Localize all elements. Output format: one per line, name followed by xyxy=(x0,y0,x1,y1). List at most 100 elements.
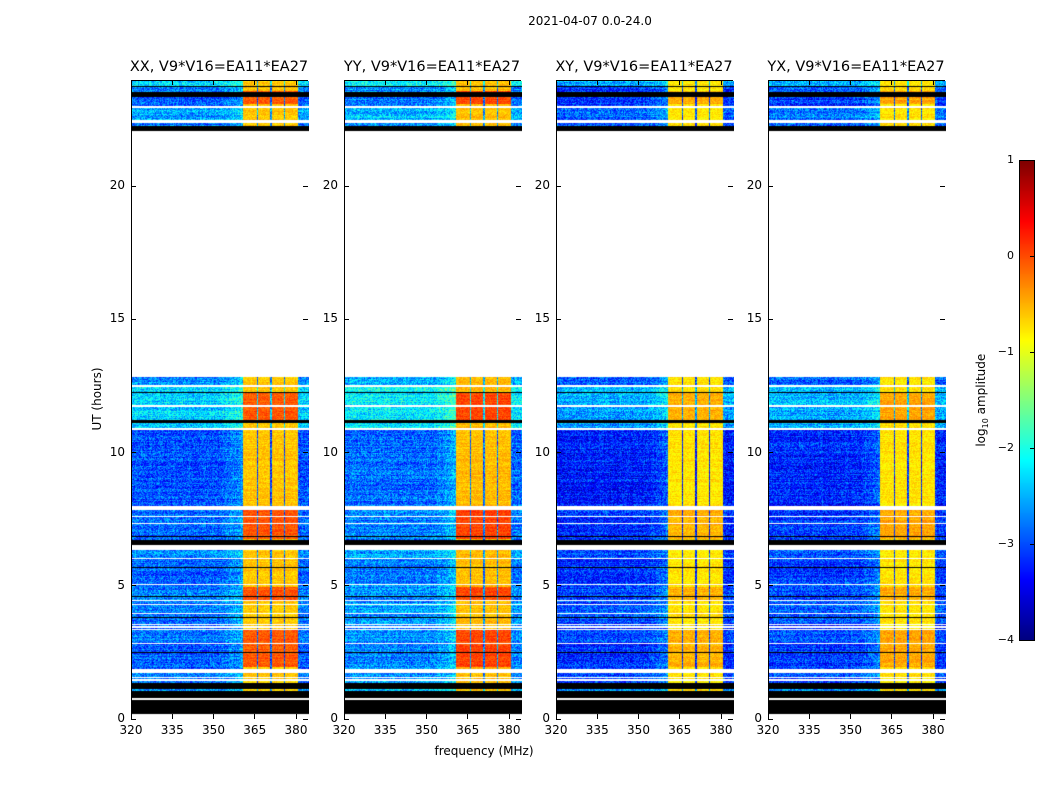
x-tick xyxy=(171,80,173,85)
y-tick-label: 5 xyxy=(117,577,125,592)
y-tick-label: 15 xyxy=(109,311,125,326)
x-tick xyxy=(426,714,427,719)
spectrogram-panel xyxy=(556,80,734,720)
panel-title: XX, V9*V16=EA11*EA27 xyxy=(129,59,309,75)
y-tick xyxy=(556,452,561,453)
x-axis-label: frequency (MHz) xyxy=(434,744,534,758)
y-tick-label: 5 xyxy=(330,577,338,592)
y-tick xyxy=(728,452,733,453)
spectrogram-panel xyxy=(768,80,946,720)
x-tick-label: 320 xyxy=(332,723,356,737)
x-tick xyxy=(171,714,173,719)
y-tick xyxy=(303,718,308,720)
y-tick-label: 0 xyxy=(117,711,125,725)
y-tick-label: 20 xyxy=(534,178,550,192)
y-tick xyxy=(344,185,349,187)
y-tick xyxy=(303,318,308,320)
y-tick-label: 15 xyxy=(322,311,338,326)
colorbar-tick xyxy=(1030,639,1034,641)
y-tick xyxy=(516,718,521,720)
x-tick xyxy=(130,714,132,719)
y-tick xyxy=(728,718,733,720)
colorbar xyxy=(1019,160,1035,641)
y-tick xyxy=(516,185,521,187)
x-tick xyxy=(384,80,386,85)
y-tick-label: 15 xyxy=(746,311,762,326)
x-tick xyxy=(254,80,256,85)
spectrogram-panel xyxy=(131,80,309,720)
colorbar-tick-label: −1 xyxy=(997,345,1014,358)
colorbar-tick xyxy=(1030,255,1034,257)
x-tick xyxy=(638,80,639,85)
x-tick-label: 350 xyxy=(202,723,225,737)
x-tick xyxy=(808,714,810,719)
x-tick xyxy=(850,80,851,85)
y-tick-label: 0 xyxy=(330,711,338,725)
y-tick-label: 5 xyxy=(754,577,762,592)
x-tick xyxy=(720,714,722,719)
x-tick-label: 320 xyxy=(119,723,143,737)
y-tick xyxy=(940,452,945,453)
x-tick xyxy=(891,80,893,85)
x-tick-label: 380 xyxy=(709,723,733,737)
x-tick xyxy=(213,80,214,85)
y-tick-label: 0 xyxy=(542,711,550,725)
y-tick xyxy=(131,318,136,320)
x-tick xyxy=(467,714,469,719)
y-tick xyxy=(516,452,521,453)
x-tick xyxy=(932,80,934,85)
x-tick xyxy=(891,714,893,719)
y-tick xyxy=(131,585,136,587)
y-tick-label: 10 xyxy=(322,444,338,459)
y-tick xyxy=(768,185,773,187)
x-tick xyxy=(508,80,510,85)
colorbar-tick xyxy=(1030,159,1034,161)
x-tick xyxy=(850,714,851,719)
spectrogram-heatmap xyxy=(132,81,309,720)
x-tick xyxy=(555,714,557,719)
y-tick-label: 5 xyxy=(542,577,550,592)
x-tick xyxy=(679,80,681,85)
x-tick xyxy=(295,714,297,719)
x-tick-label: 365 xyxy=(243,723,267,737)
x-tick-label: 335 xyxy=(373,723,397,737)
y-tick xyxy=(344,452,349,453)
y-tick xyxy=(556,185,561,187)
x-tick xyxy=(679,714,681,719)
y-tick xyxy=(768,452,773,453)
y-tick xyxy=(303,585,308,587)
x-tick-label: 320 xyxy=(544,723,568,737)
panel-title: YX, V9*V16=EA11*EA27 xyxy=(767,59,945,75)
x-tick xyxy=(596,80,598,85)
x-tick-label: 350 xyxy=(415,723,438,737)
y-tick-label: 20 xyxy=(109,178,125,192)
spectrogram-heatmap xyxy=(769,81,946,720)
colorbar-tick-label: 0 xyxy=(1007,249,1014,262)
y-tick xyxy=(516,318,521,320)
x-tick xyxy=(426,80,427,85)
y-tick xyxy=(940,318,945,320)
y-tick-label: 0 xyxy=(754,711,762,725)
x-tick xyxy=(384,714,386,719)
x-tick xyxy=(555,80,557,85)
y-tick xyxy=(940,585,945,587)
x-tick xyxy=(343,714,345,719)
y-tick-label: 20 xyxy=(746,178,762,192)
x-tick xyxy=(467,80,469,85)
y-tick xyxy=(556,718,561,720)
x-tick-label: 380 xyxy=(921,723,945,737)
x-tick-label: 365 xyxy=(668,723,692,737)
colorbar-label: log10 amplitude xyxy=(973,353,991,447)
x-tick xyxy=(638,714,639,719)
spectrogram-heatmap xyxy=(345,81,522,720)
colorbar-tick-label: −4 xyxy=(997,633,1014,646)
colorbar-tick xyxy=(1030,543,1034,545)
y-tick-label: 15 xyxy=(534,311,550,326)
y-tick-label: 10 xyxy=(109,444,125,459)
x-tick-label: 335 xyxy=(160,723,184,737)
x-tick-label: 335 xyxy=(585,723,609,737)
y-tick xyxy=(344,318,349,320)
y-tick xyxy=(344,585,349,587)
x-tick xyxy=(343,80,345,85)
y-tick xyxy=(940,718,945,720)
